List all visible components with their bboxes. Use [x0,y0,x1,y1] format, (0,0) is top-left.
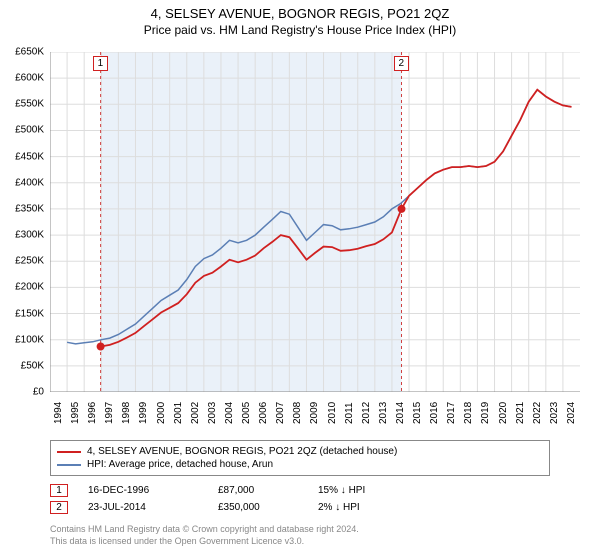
x-tick-label: 2014 [395,402,406,424]
x-tick-label: 1994 [53,402,64,424]
x-tick-label: 2012 [361,402,372,424]
y-tick-label: £300K [15,230,44,241]
sale-vs-hpi: 15% ↓ HPI [318,485,398,496]
x-tick-label: 2010 [327,402,338,424]
x-tick-label: 1999 [138,402,149,424]
y-tick-label: £100K [15,334,44,345]
legend-item: 4, SELSEY AVENUE, BOGNOR REGIS, PO21 2QZ… [57,445,543,458]
chart-title: 4, SELSEY AVENUE, BOGNOR REGIS, PO21 2QZ [0,0,600,21]
x-tick-label: 2008 [292,402,303,424]
sale-row: 2 23-JUL-2014 £350,000 2% ↓ HPI [50,499,550,516]
y-tick-label: £450K [15,151,44,162]
legend-item: HPI: Average price, detached house, Arun [57,458,543,471]
legend-label: HPI: Average price, detached house, Arun [87,459,273,470]
sale-date: 16-DEC-1996 [88,485,198,496]
footer-line2: This data is licensed under the Open Gov… [50,536,550,548]
x-tick-label: 2009 [309,402,320,424]
y-tick-label: £200K [15,282,44,293]
x-tick-label: 2022 [532,402,543,424]
x-tick-label: 1997 [104,402,115,424]
sale-marker: 1 [50,484,68,497]
y-tick-label: £0 [33,387,44,398]
y-tick-label: £350K [15,203,44,214]
x-tick-label: 2000 [156,402,167,424]
x-tick-label: 2015 [412,402,423,424]
x-tick-label: 2011 [344,402,355,424]
legend-label: 4, SELSEY AVENUE, BOGNOR REGIS, PO21 2QZ… [87,446,397,457]
x-tick-label: 2019 [480,402,491,424]
x-tick-label: 1998 [121,402,132,424]
y-tick-label: £150K [15,308,44,319]
sale-row: 1 16-DEC-1996 £87,000 15% ↓ HPI [50,482,550,499]
legend-line-icon [57,464,81,466]
x-tick-label: 2001 [173,402,184,424]
y-tick-label: £400K [15,177,44,188]
sale-marker: 2 [50,501,68,514]
x-tick-label: 2021 [515,402,526,424]
sale-price: £87,000 [218,485,298,496]
x-tick-label: 2004 [224,402,235,424]
x-tick-label: 2005 [241,402,252,424]
y-tick-label: £550K [15,99,44,110]
x-tick-label: 2016 [429,402,440,424]
x-tick-label: 2018 [463,402,474,424]
x-axis-labels: 1994 1995 1996 1997 1998 1999 2000 2001 2002 2003… [50,394,580,434]
x-tick-label: 1995 [70,402,81,424]
y-tick-label: £50K [21,360,44,371]
chart-marker-label: 1 [93,56,109,71]
footer-line1: Contains HM Land Registry data © Crown c… [50,524,550,536]
y-axis-labels: £0£50K£100K£150K£200K£250K£300K£350K£400… [0,52,48,392]
x-tick-label: 2020 [498,402,509,424]
y-tick-label: £250K [15,256,44,267]
legend-line-icon [57,451,81,453]
x-tick-label: 2023 [549,402,560,424]
chart-svg [50,52,580,392]
x-tick-label: 2003 [207,402,218,424]
chart-container: 4, SELSEY AVENUE, BOGNOR REGIS, PO21 2QZ… [0,0,600,560]
x-tick-label: 2013 [378,402,389,424]
legend-box: 4, SELSEY AVENUE, BOGNOR REGIS, PO21 2QZ… [50,440,550,476]
chart-subtitle: Price paid vs. HM Land Registry's House … [0,21,600,37]
y-tick-label: £500K [15,125,44,136]
chart-marker-label: 2 [394,56,410,71]
x-tick-label: 2024 [566,402,577,424]
y-tick-label: £650K [15,47,44,58]
x-tick-label: 2002 [190,402,201,424]
sale-vs-hpi: 2% ↓ HPI [318,502,398,513]
chart-plot-area: 12 [50,52,580,392]
sales-table: 1 16-DEC-1996 £87,000 15% ↓ HPI 2 23-JUL-2014… [50,482,550,516]
x-tick-label: 2007 [275,402,286,424]
sale-date: 23-JUL-2014 [88,502,198,513]
footer-attribution: Contains HM Land Registry data © Crown c… [50,524,550,547]
x-tick-label: 2006 [258,402,269,424]
sale-price: £350,000 [218,502,298,513]
x-tick-label: 2017 [446,402,457,424]
y-tick-label: £600K [15,73,44,84]
x-tick-label: 1996 [87,402,98,424]
